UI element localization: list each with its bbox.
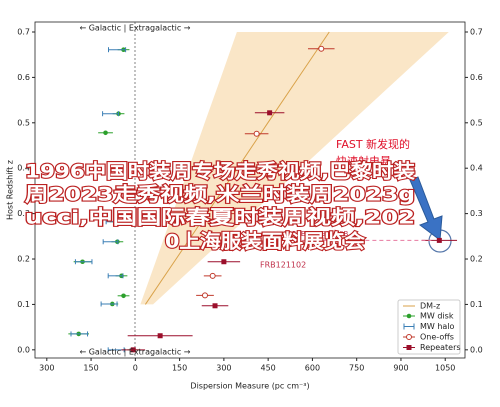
y-tick-label: 0.0	[17, 345, 30, 354]
annotation: FRB 20190520B	[292, 230, 349, 238]
one-off-point	[209, 272, 216, 279]
repeater-point	[212, 303, 218, 309]
x-tick-label: 750	[349, 364, 364, 373]
legend-label: DM-z	[420, 302, 440, 311]
x-axis-label: Dispersion Measure (pc cm⁻³)	[190, 382, 309, 391]
mw-disk-point	[121, 293, 126, 299]
legend-swatch	[406, 334, 412, 340]
annotation: FRB121102	[260, 261, 306, 270]
legend-label: MW disk	[420, 312, 454, 321]
x-tick-label: 300	[39, 364, 54, 373]
y2-tick-label: 0.7	[470, 27, 483, 36]
annotation: ← Galactic | Extragalactic →	[79, 24, 190, 33]
one-off-point	[318, 45, 325, 52]
y2-tick-label: 0.0	[470, 345, 483, 354]
y2-tick-label: 0.1	[470, 300, 483, 309]
x-tick-label: 0	[133, 364, 138, 373]
legend-swatch	[406, 345, 412, 350]
y-axis-label: Host Redshift z	[6, 160, 15, 220]
dmz-line	[144, 31, 330, 305]
plot-frame	[34, 21, 466, 359]
y2-tick-label: 0.6	[470, 73, 483, 82]
legend-label: One-offs	[420, 333, 454, 342]
annotation: ← Galactic | Extragalactic →	[79, 348, 190, 357]
repeater-point	[130, 347, 136, 353]
arrow	[409, 176, 443, 241]
x-tick-label: 150	[172, 364, 187, 373]
mw-disk-point	[103, 130, 108, 136]
repeater-point	[157, 333, 163, 339]
legend-label: MW halo	[420, 322, 455, 331]
legend-label: Repeaters	[420, 343, 461, 352]
x-tick-label: 450	[261, 364, 276, 373]
overlay-text: ucci,中国国际春夏时装周视频,202	[25, 206, 415, 229]
legend-swatch	[406, 313, 412, 319]
y-tick-label: 0.5	[17, 118, 30, 127]
y2-tick-label: 0.4	[470, 164, 483, 173]
y2-tick-label: 0.5	[470, 118, 483, 127]
y-tick-label: 0.1	[17, 300, 30, 309]
overlay-text: 0上海服装面料展览会	[165, 230, 365, 253]
annotation: 快速射电暴	[336, 154, 391, 168]
x-tick-label: 900	[393, 364, 408, 373]
y2-tick-label: 0.2	[470, 255, 483, 264]
legend-box	[397, 299, 461, 355]
x-tick-label: 1050	[435, 364, 455, 373]
overlay-text: 1996中国时装周专场走秀视频,巴黎时装	[25, 160, 415, 183]
x-tick-label: 150	[83, 364, 98, 373]
dmz-band	[140, 31, 449, 305]
y2-tick-label: 0.3	[470, 209, 483, 218]
x-tick-label: 300	[216, 364, 231, 373]
y-tick-label: 0.3	[17, 209, 30, 218]
one-off-point	[253, 130, 260, 137]
y-tick-label: 0.4	[17, 164, 30, 173]
repeater-point	[221, 259, 227, 265]
overlay-text: 周2023走秀视频,米兰时装周2023g	[25, 183, 415, 206]
x-tick-label: 600	[305, 364, 320, 373]
y-tick-label: 0.2	[17, 255, 30, 264]
y-tick-label: 0.6	[17, 73, 30, 82]
one-off-point	[235, 210, 242, 217]
one-off-point	[201, 292, 208, 299]
repeater-point	[267, 110, 273, 116]
repeater-point	[436, 237, 442, 243]
annotation: FAST 新发现的	[336, 137, 410, 151]
y-tick-label: 0.7	[17, 27, 30, 36]
